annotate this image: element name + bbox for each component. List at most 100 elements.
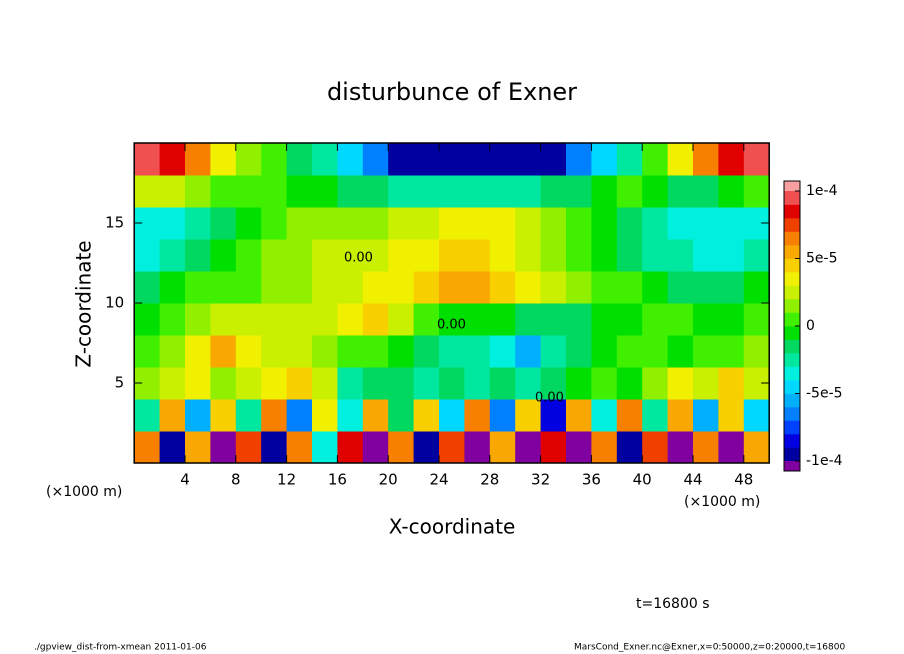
cell [210,431,237,464]
cell [642,303,669,336]
cell [591,239,618,272]
cell [667,431,694,464]
colorbar-band [784,181,800,191]
cell [718,207,745,240]
cell [693,207,719,240]
x-tick-label: 8 [231,471,241,489]
cell [642,271,669,304]
cell [337,367,364,400]
cell [362,303,389,336]
cell [540,303,567,336]
x-tick-label: 24 [429,471,448,489]
cell [337,271,364,304]
cell [337,335,364,368]
cell [540,335,567,368]
cell [413,271,440,304]
cell [540,367,567,400]
cell [566,143,592,176]
cell [159,431,186,464]
cell [642,175,669,208]
cell [210,175,237,208]
cell [616,143,643,176]
cell [337,143,364,176]
cell [413,367,440,400]
cell [388,367,415,400]
cell [591,335,618,368]
colorbar-tick-label: -5e-5 [806,386,843,402]
cell [134,335,161,368]
cell [566,271,592,304]
cell [489,431,516,464]
colorbar-band [784,312,800,327]
cell [413,207,440,240]
cell [616,175,643,208]
cell [667,303,694,336]
cell [591,175,618,208]
cell [515,207,542,240]
cell [235,303,262,336]
cell [718,175,745,208]
cell [159,207,186,240]
cell [743,335,770,368]
cell [439,367,465,400]
cell [464,175,491,208]
cell [286,431,313,464]
colorbar-band [784,339,800,354]
cell [489,239,516,272]
cell [591,207,618,240]
cell [616,303,643,336]
contour-label: 0.00 [344,251,373,266]
cell [185,271,211,304]
cell [235,399,262,432]
cell [312,303,338,336]
cell [210,271,237,304]
cell [743,175,770,208]
cell [489,271,516,304]
cell [566,367,592,400]
chart-title: disturbunce of Exner [327,78,577,106]
cell [337,239,364,272]
cell [718,431,745,464]
cell [566,175,592,208]
cell [235,271,262,304]
cell [159,175,186,208]
cell [362,271,389,304]
cell [616,335,643,368]
cell [667,399,694,432]
cell [439,239,465,272]
cell [464,143,491,176]
cell [464,207,491,240]
cell [235,207,262,240]
cell [337,399,364,432]
cell [362,431,389,464]
cell [388,271,415,304]
cell [693,143,719,176]
cell [261,271,288,304]
cell [540,431,567,464]
cell [642,399,669,432]
colorbar-band [784,420,800,435]
cell [134,399,161,432]
cell [464,335,491,368]
cell [312,207,338,240]
cell [337,303,364,336]
colorbar-band [784,285,800,300]
cell [515,239,542,272]
colorbar-band [784,447,800,462]
cell [693,175,719,208]
colorbar-band [784,272,800,286]
cell [439,303,465,336]
colorbar-band [784,218,800,232]
cell [286,335,313,368]
cell [540,399,567,432]
colorbar-band [784,353,800,367]
cell [210,303,237,336]
cell [312,143,338,176]
cell [286,399,313,432]
cell [159,335,186,368]
cell [286,143,313,176]
cell [642,335,669,368]
cell [337,175,364,208]
cell [616,271,643,304]
cell [591,431,618,464]
